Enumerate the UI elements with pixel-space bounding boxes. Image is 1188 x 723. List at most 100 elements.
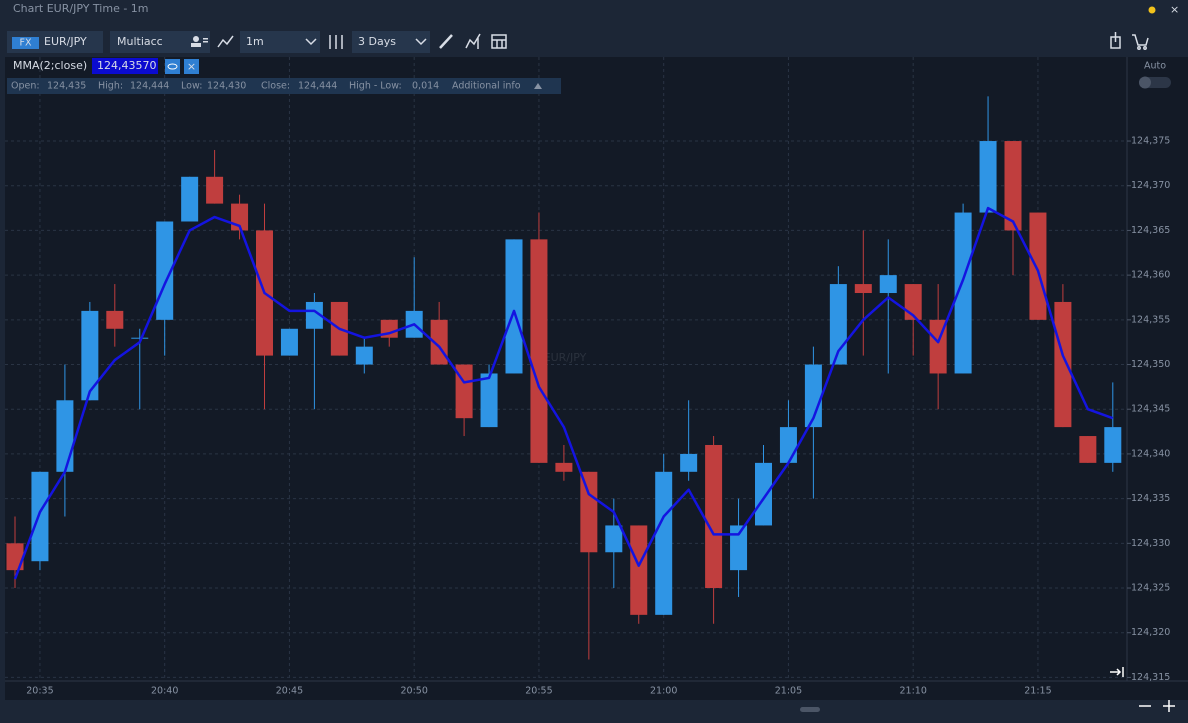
dropdown-arrow [305,38,317,46]
candle-body [1054,301,1072,428]
y-tick-label: 124,340 [1131,448,1170,459]
candle-body [280,328,298,356]
x-tick-label: 21:10 [900,686,927,697]
candle-body [6,543,24,571]
draw-icon[interactable] [439,34,453,49]
chart-type-icon[interactable] [217,35,234,48]
watermark: EUR/JPY [544,351,587,364]
y-tick-label: 124,335 [1131,493,1170,504]
indicator-value: 124,43570 [97,59,157,72]
trade-icon[interactable] [1132,34,1149,50]
y-tick-label: 124,330 [1131,538,1170,549]
x-tick-label: 20:55 [525,686,552,697]
candle-body [580,471,598,553]
remove-icon: × [187,60,196,73]
timeframe-box[interactable] [240,31,320,53]
y-tick-label: 124,350 [1131,359,1170,370]
candle-body [106,310,124,329]
scroll-end-icon[interactable] [1110,667,1124,677]
status-dot [1148,6,1156,14]
account-box[interactable] [110,31,210,53]
plot [5,57,1127,681]
grid [5,57,1127,681]
range-box[interactable] [352,31,430,53]
candle-body [680,453,698,472]
candle-body [355,346,373,365]
zoom-in[interactable] [1163,700,1175,712]
eye-icon [167,63,178,70]
dropdown-arrow [415,38,427,46]
visibility-button[interactable] [165,59,180,74]
layout-icon[interactable] [491,34,507,49]
candle-body [56,400,74,472]
overlay-line [13,206,1114,580]
account-icon [191,36,208,47]
x-tick-label: 20:50 [401,686,428,697]
candle-body [31,471,49,562]
x-tick-label: 20:35 [26,686,53,697]
y-tick-label: 124,365 [1131,225,1170,236]
candle-body [804,364,822,428]
indicator-value-box [92,58,158,74]
x-tick-label: 21:05 [775,686,802,697]
info-value: 0,014 [412,81,439,92]
info-value: 124,430 [207,81,246,92]
indicator-icon[interactable] [465,33,481,49]
info-bar [7,78,561,94]
y-tick-label: 124,315 [1131,672,1170,683]
candle-body [181,176,199,222]
window-title: Chart EUR/JPY Time - 1m [13,2,149,15]
export-icon[interactable] [1110,32,1121,49]
y-tick-label: 124,355 [1131,314,1170,325]
indicator-name: MMA(2;close) [13,59,87,72]
market-badge [12,37,39,49]
info-label: High: [98,81,123,92]
candle-body [730,525,748,571]
y-tick-label: 124,325 [1131,583,1170,594]
remove-button[interactable] [184,59,199,74]
account: Multiacc [117,35,163,48]
candle-body [605,525,623,553]
candle-body [1004,141,1022,231]
y-tick-label: 124,360 [1131,270,1170,281]
x-tick-label: 21:00 [650,686,677,697]
info-value: 124,444 [130,81,169,92]
y-axis-panel [1127,57,1188,681]
info-label: Open: [11,81,40,92]
y-tick-label: 124,320 [1131,627,1170,638]
bottom-bar [0,700,1188,723]
scrollbar[interactable] [800,707,820,712]
additional-info[interactable]: Additional info [452,81,521,92]
candles-icon[interactable] [329,35,343,49]
x-axis-panel [5,681,1188,700]
candle-body [779,427,797,463]
candle-body [979,141,997,213]
close-button[interactable]: × [1170,3,1179,16]
info-label: High - Low: [349,81,402,92]
info-value: 124,435 [47,81,86,92]
candle-body [879,275,897,294]
candle-body [854,284,872,294]
candle-body [530,239,548,463]
y-tick-label: 124,370 [1131,180,1170,191]
candle-body [1104,427,1122,463]
info-value: 124,444 [298,81,337,92]
candle-body [555,462,573,472]
candle-body [705,444,723,589]
timeframe: 1m [246,35,264,48]
range: 3 Days [358,35,396,48]
symbol: EUR/JPY [44,35,87,48]
x-tick-label: 20:40 [151,686,178,697]
info-label: Close: [261,81,290,92]
collapse-arrow [534,83,542,89]
x-tick-label: 20:45 [276,686,303,697]
x-tick-label: 21:15 [1024,686,1051,697]
candle-body [505,239,523,374]
toggle-knob [1139,76,1151,89]
candle-body [206,176,224,204]
y-tick-label: 124,375 [1131,136,1170,147]
candle-body [480,373,498,428]
y-tick-label: 124,345 [1131,404,1170,415]
